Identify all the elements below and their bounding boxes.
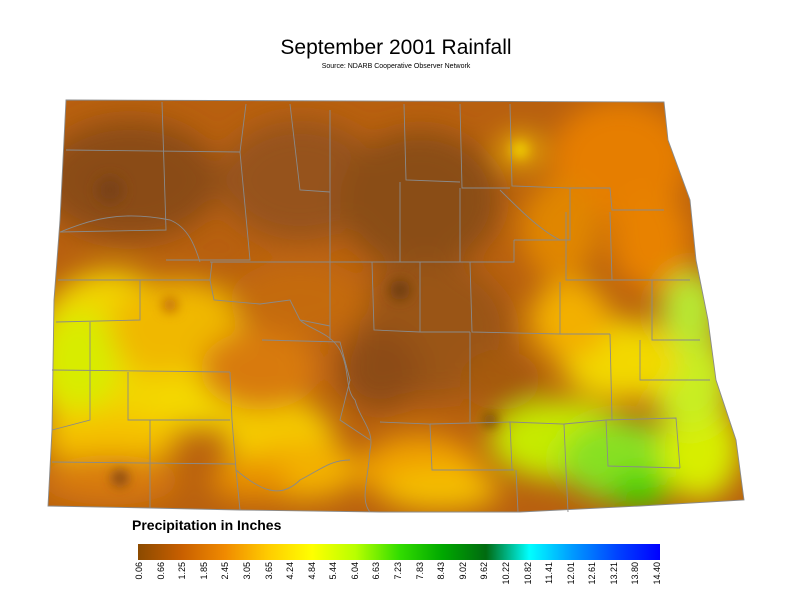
legend-tick-label: 6.63 xyxy=(371,562,382,580)
legend-tick-label: 7.83 xyxy=(414,562,425,580)
rainfall-surface xyxy=(48,100,744,512)
legend-title: Precipitation in Inches xyxy=(132,517,282,533)
legend-tick-label: 1.85 xyxy=(198,562,209,580)
legend-tick-label: 3.65 xyxy=(263,562,274,580)
legend-tick-label: 1.25 xyxy=(177,562,188,580)
legend-tick-labels: 0.06 0.66 1.25 1.85 2.45 3.05 3.65 4.24 4.84 5.44… xyxy=(0,562,792,602)
legend-tick-label: 0.06 xyxy=(134,562,144,580)
legend-tick-label: 10.22 xyxy=(500,562,511,585)
legend-tick-label: 3.05 xyxy=(241,562,252,580)
map-title: September 2001 Rainfall xyxy=(280,36,512,59)
county-boundaries xyxy=(47,99,745,513)
map-source-note: Source: NDARB Cooperative Observer Netwo… xyxy=(321,63,471,70)
legend-tick-label: 7.23 xyxy=(393,562,403,580)
legend-tick-label: 14.40 xyxy=(652,562,662,585)
legend-tick-label: 5.44 xyxy=(328,562,339,580)
legend-tick-label: 11.41 xyxy=(544,562,555,584)
legend-tick-label: 12.01 xyxy=(565,562,576,585)
legend-tick-label: 9.62 xyxy=(479,562,490,580)
legend-tick-label: 4.24 xyxy=(285,562,296,580)
legend-tick-label: 13.80 xyxy=(630,562,641,585)
legend-tick-label: 9.02 xyxy=(457,562,468,580)
legend-tick-label: 6.04 xyxy=(349,562,360,580)
legend-tick-label: 2.45 xyxy=(220,562,231,580)
legend-tick-label: 0.66 xyxy=(155,562,166,580)
legend-color-bar xyxy=(138,544,660,560)
legend-tick-label: 4.84 xyxy=(306,562,317,580)
legend-tick-label: 12.61 xyxy=(587,562,598,585)
legend-tick-label: 10.82 xyxy=(522,562,533,585)
legend-tick-label: 13.21 xyxy=(608,562,619,585)
legend-tick-label: 8.43 xyxy=(436,562,447,580)
